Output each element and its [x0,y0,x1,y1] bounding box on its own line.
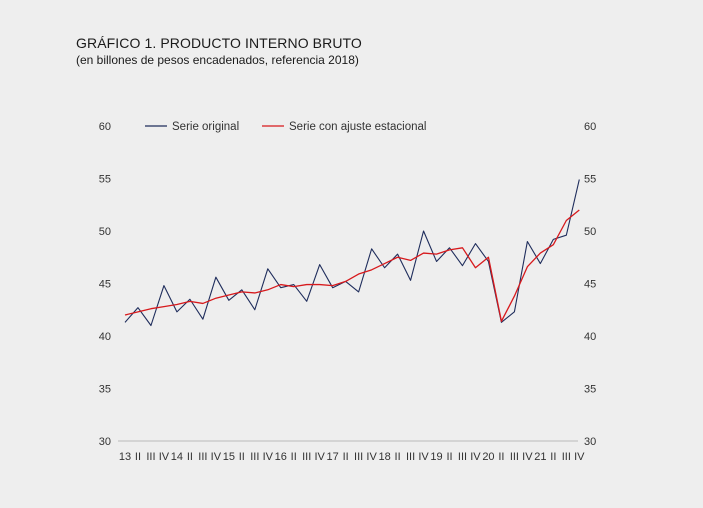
x-tick-label: 16 [275,451,287,463]
x-tick-label: IV [263,451,274,463]
y-tick-label-right: 40 [584,331,596,343]
y-tick-label-left: 35 [99,384,111,396]
x-tick-label: 20 [482,451,494,463]
x-tick-label: III [458,451,467,463]
x-tick-label: 13 [119,451,131,463]
y-tick-label-left: 50 [99,226,111,238]
x-tick-label: II [187,451,193,463]
y-tick-label-left: 55 [99,174,111,186]
x-tick-label: II [395,451,401,463]
x-tick-label: IV [418,451,429,463]
x-tick-label: II [135,451,141,463]
x-tick-label: 17 [327,451,339,463]
y-tick-label-right: 45 [584,279,596,291]
y-tick-label-right: 50 [584,226,596,238]
chart-series [124,179,580,327]
y-tick-label-left: 60 [99,121,111,133]
x-tick-label: II [343,451,349,463]
chart-title: GRÁFICO 1. PRODUCTO INTERNO BRUTO [76,35,362,51]
x-tick-label: III [354,451,363,463]
x-tick-label: II [498,451,504,463]
x-tick-label: II [239,451,245,463]
y-tick-label-right: 55 [584,174,596,186]
y-tick-label-right: 30 [584,436,596,448]
x-tick-label: II [550,451,556,463]
chart-subtitle: (en billones de pesos encadenados, refer… [76,53,359,67]
x-tick-label: III [562,451,571,463]
x-tick-label: IV [470,451,481,463]
x-tick-label: 19 [430,451,442,463]
x-tick-label: 15 [223,451,235,463]
x-tick-label: 18 [378,451,390,463]
y-tick-label-left: 40 [99,331,111,343]
x-tick-label: IV [366,451,377,463]
y-tick-label-left: 45 [99,279,111,291]
series-line-adjusted [124,209,580,322]
y-tick-label-left: 30 [99,436,111,448]
x-tick-label: III [198,451,207,463]
x-tick-label: IV [574,451,585,463]
x-tick-label: IV [211,451,222,463]
chart-legend: Serie original Serie con ajuste estacion… [145,121,426,133]
legend-label-original: Serie original [172,121,239,133]
x-tick-label: II [446,451,452,463]
x-tick-label: IV [159,451,170,463]
x-tick-label: IV [522,451,533,463]
y-tick-label-right: 35 [584,384,596,396]
x-tick-label: III [510,451,519,463]
y-tick-label-right: 60 [584,121,596,133]
x-tick-label: III [146,451,155,463]
x-tick-label: 14 [171,451,183,463]
series-line-original [124,179,580,327]
x-tick-label: III [406,451,415,463]
x-tick-label: IV [314,451,325,463]
x-tick-label: 21 [534,451,546,463]
legend-label-adjusted: Serie con ajuste estacional [289,121,426,133]
x-tick-label: III [250,451,259,463]
x-tick-label: III [302,451,311,463]
x-tick-label: II [291,451,297,463]
